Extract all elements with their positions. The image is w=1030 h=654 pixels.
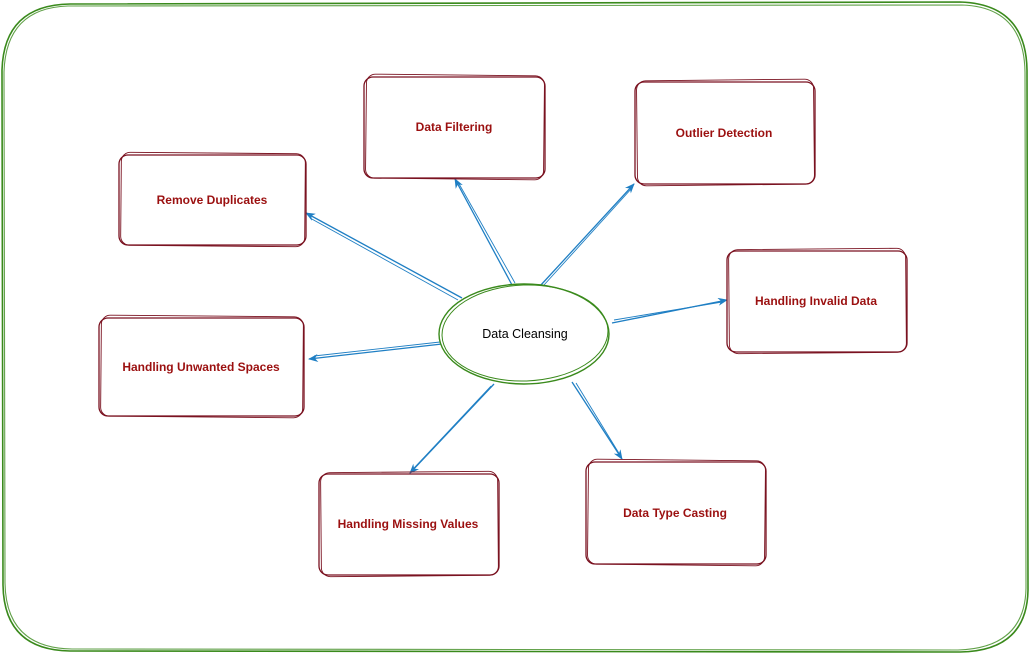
node-data-type-casting: Data Type Casting bbox=[585, 458, 767, 567]
node-remove-duplicates: Remove Duplicates bbox=[118, 151, 307, 248]
node-label: Handling Missing Values bbox=[338, 517, 479, 531]
center-node-label: Data Cleansing bbox=[482, 327, 568, 341]
node-label: Outlier Detection bbox=[676, 126, 773, 140]
node-handling-invalid-data: Handling Invalid Data bbox=[726, 247, 908, 355]
node-label: Handling Unwanted Spaces bbox=[122, 360, 280, 374]
node-label: Remove Duplicates bbox=[157, 193, 268, 207]
arrow-to-handling-unwanted-spaces bbox=[308, 341, 443, 362]
node-outlier-detection: Outlier Detection bbox=[634, 78, 816, 187]
arrow-to-handling-missing-values bbox=[409, 383, 495, 474]
node-data-filtering: Data Filtering bbox=[363, 73, 546, 181]
arrow-to-remove-duplicates bbox=[305, 212, 463, 301]
node-handling-unwanted-spaces: Handling Unwanted Spaces bbox=[98, 314, 305, 419]
arrow-to-data-filtering bbox=[454, 178, 516, 286]
arrow-to-outlier-detection bbox=[539, 183, 635, 287]
connector-arrows bbox=[305, 178, 728, 474]
node-label: Data Type Casting bbox=[623, 506, 727, 520]
node-label: Handling Invalid Data bbox=[755, 294, 877, 308]
node-label: Data Filtering bbox=[416, 120, 493, 134]
arrow-to-data-type-casting bbox=[571, 381, 623, 460]
node-handling-missing-values: Handling Missing Values bbox=[318, 470, 500, 578]
arrow-to-handling-invalid-data bbox=[611, 297, 728, 324]
center-node: Data Cleansing bbox=[438, 283, 610, 385]
